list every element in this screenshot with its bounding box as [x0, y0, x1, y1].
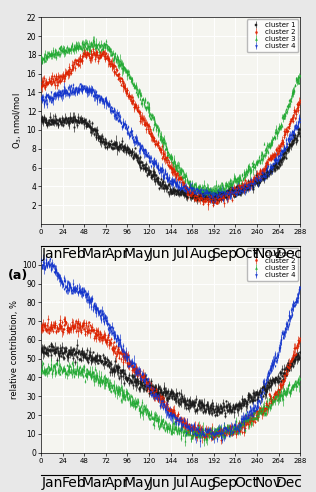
Y-axis label: O$_3$, nmol/mol: O$_3$, nmol/mol [11, 92, 24, 149]
Y-axis label: relative contribution, %: relative contribution, % [10, 300, 19, 399]
Legend: cluster 1, cluster 2, cluster 3, cluster 4: cluster 1, cluster 2, cluster 3, cluster… [247, 19, 298, 52]
Legend: cluster 1, cluster 2, cluster 3, cluster 4: cluster 1, cluster 2, cluster 3, cluster… [247, 248, 298, 281]
Text: (a): (a) [7, 269, 27, 282]
